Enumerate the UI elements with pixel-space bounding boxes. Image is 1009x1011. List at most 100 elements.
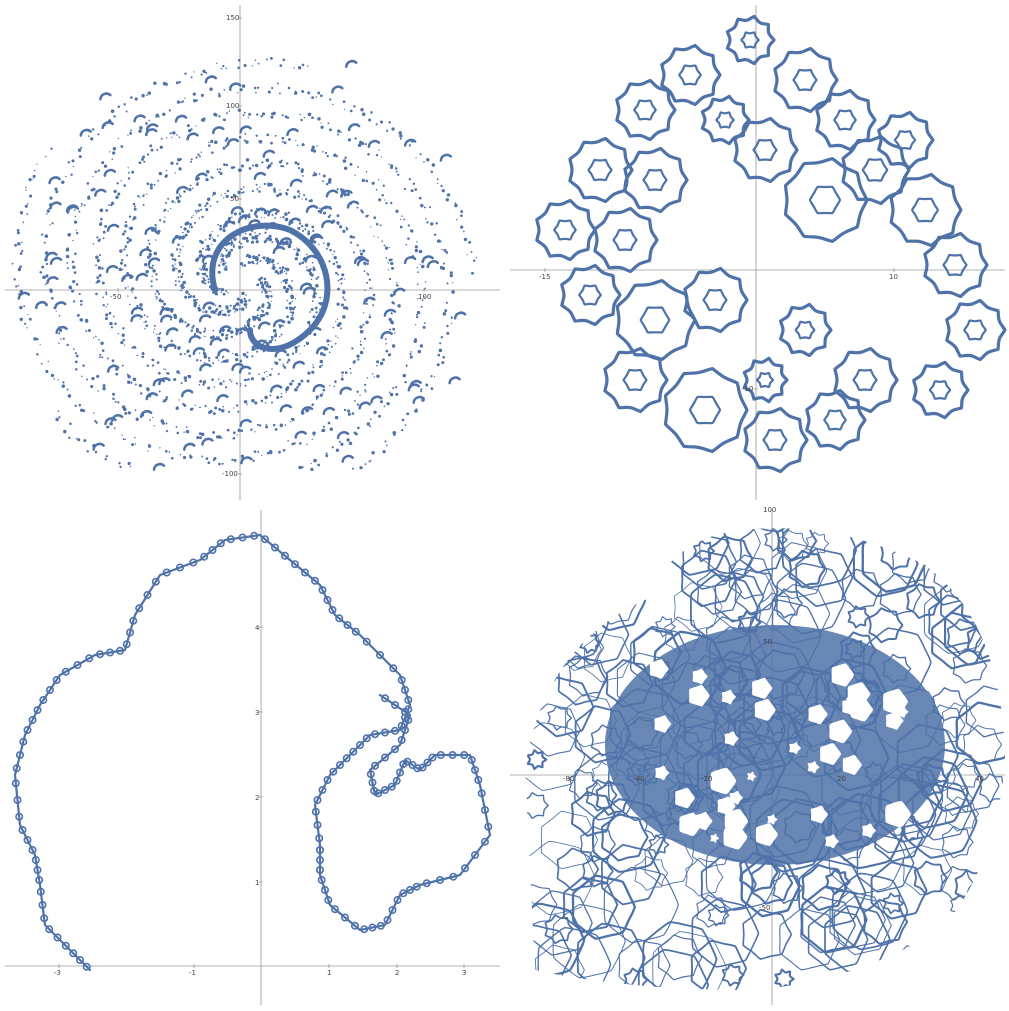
scatter-point xyxy=(97,390,99,392)
scatter-point xyxy=(322,353,326,357)
scatter-point xyxy=(255,215,259,218)
scatter-point xyxy=(201,118,206,122)
scatter-point xyxy=(66,262,68,264)
scatter-point xyxy=(179,285,182,288)
scatter-point xyxy=(211,378,214,381)
scatter-cluster xyxy=(367,139,381,148)
scatter-point xyxy=(139,318,141,320)
scatter-point xyxy=(310,308,314,311)
scatter-point xyxy=(261,304,265,308)
scatter-point xyxy=(312,229,315,232)
scatter-point xyxy=(208,306,212,310)
scatter-point xyxy=(239,262,244,266)
scatter-point xyxy=(293,306,297,309)
scatter-point xyxy=(415,313,418,316)
scatter-point xyxy=(351,412,355,415)
scatter-point xyxy=(165,396,169,399)
scatter-point xyxy=(380,156,383,158)
scatter-point xyxy=(102,304,105,307)
cloud-bump xyxy=(200,552,209,561)
scatter-point xyxy=(312,366,315,369)
scatter-point xyxy=(220,255,222,258)
scatter-point xyxy=(256,113,259,116)
fractal-curve xyxy=(535,14,1007,474)
scatter-cluster xyxy=(226,138,240,147)
scatter-point xyxy=(387,262,390,264)
scatter-point xyxy=(225,67,227,70)
scatter-point xyxy=(81,375,83,378)
scatter-point xyxy=(449,271,453,275)
scatter-point xyxy=(290,294,294,298)
scatter-point xyxy=(391,266,394,270)
scatter-point xyxy=(365,179,369,183)
scatter-point xyxy=(321,428,326,433)
scatter-cluster xyxy=(383,308,397,317)
scatter-point xyxy=(249,261,252,264)
scatter-point xyxy=(291,379,295,383)
scatter-point xyxy=(183,286,186,289)
scatter-point xyxy=(362,323,365,326)
scatter-point xyxy=(13,278,16,281)
scatter-point xyxy=(382,450,386,454)
scatter-point xyxy=(267,164,272,168)
scatter-point xyxy=(125,110,128,113)
scatter-point xyxy=(388,163,390,165)
scatter-point xyxy=(281,136,285,140)
scatter-point xyxy=(368,278,372,282)
scatter-point xyxy=(284,212,288,216)
scatter-cluster xyxy=(165,327,179,336)
scatter-point xyxy=(119,465,122,469)
scatter-point xyxy=(340,327,342,330)
scatter-point xyxy=(337,287,340,291)
fractal-loop xyxy=(540,810,598,870)
scatter-point xyxy=(78,403,82,407)
fractal-gap xyxy=(655,765,670,781)
scatter-point xyxy=(335,155,338,158)
scatter-point xyxy=(284,424,287,426)
scatter-point xyxy=(243,63,247,68)
cloud-bump xyxy=(40,914,49,923)
scatter-point xyxy=(96,276,100,279)
scatter-point xyxy=(204,282,207,285)
scatter-point xyxy=(80,299,83,303)
scatter-point xyxy=(179,248,181,250)
fractal-loop xyxy=(603,866,679,943)
fractal-loop xyxy=(534,944,585,990)
scatter-point xyxy=(39,270,43,274)
scatter-point xyxy=(363,337,367,340)
fractal-loop xyxy=(740,31,760,49)
scatter-point xyxy=(337,337,339,339)
scatter-point xyxy=(417,349,422,354)
scatter-point xyxy=(303,344,306,347)
scatter-point xyxy=(57,379,59,381)
scatter-point xyxy=(223,313,227,317)
scatter-point xyxy=(212,329,215,332)
chart-svg-bottom-right: -80 -40 -20 20 40 100 50 -50 xyxy=(510,506,1005,1005)
scatter-point xyxy=(238,245,242,250)
scatter-point xyxy=(232,245,236,248)
cloud-bump xyxy=(329,767,338,776)
scatter-point xyxy=(299,353,301,355)
scatter-point xyxy=(313,332,317,337)
scatter-point xyxy=(75,283,79,286)
scatter-point xyxy=(127,177,131,180)
scatter-point xyxy=(249,233,252,236)
fractal-gap xyxy=(754,699,776,721)
cloud-bump xyxy=(350,921,359,930)
scatter-point xyxy=(195,125,197,127)
scatter-point xyxy=(96,374,100,378)
scatter-cluster xyxy=(230,206,244,215)
scatter-cluster xyxy=(183,442,196,451)
scatter-point xyxy=(215,435,219,439)
scatter-point xyxy=(289,307,293,311)
scatter-point xyxy=(293,248,296,251)
scatter-point xyxy=(420,388,423,391)
fractal-loop xyxy=(773,46,839,114)
scatter-point xyxy=(368,118,372,122)
scatter-point xyxy=(288,244,290,246)
scatter-point xyxy=(239,305,241,307)
scatter-point xyxy=(317,209,321,213)
scatter-point xyxy=(159,298,161,300)
scatter-cluster xyxy=(160,314,173,323)
scatter-point xyxy=(424,281,427,283)
